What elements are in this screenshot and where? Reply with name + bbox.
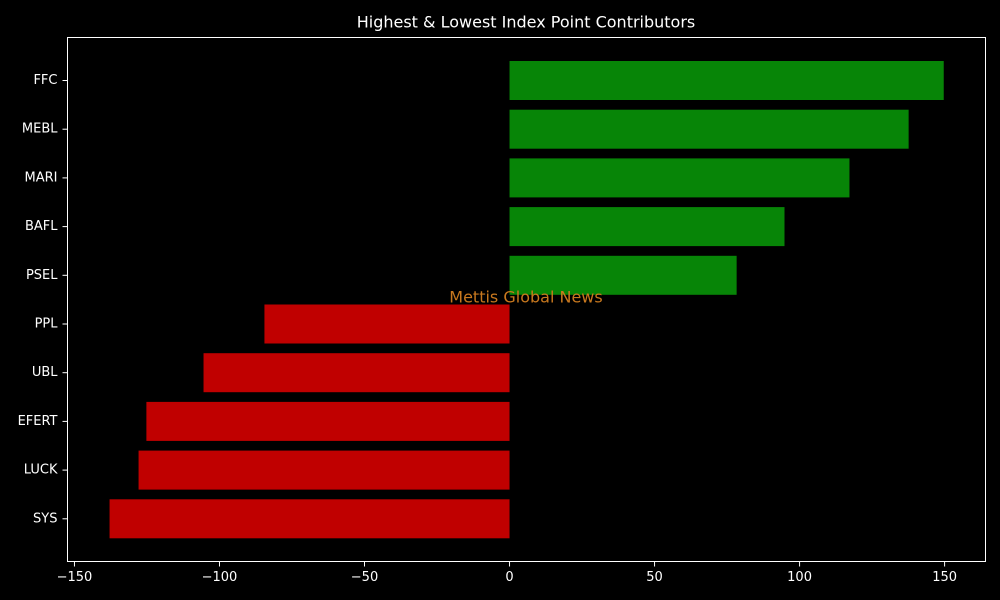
x-tick-label: 100: [787, 570, 812, 585]
y-tick-label: LUCK: [24, 463, 58, 478]
y-tick-label: BAFL: [25, 219, 58, 234]
bar: [509, 207, 785, 247]
y-tick-label: SYS: [33, 511, 57, 526]
x-tick-label: −150: [57, 570, 93, 585]
y-tick-label: PPL: [35, 317, 59, 332]
bar: [509, 255, 737, 295]
y-tick-label: PSEL: [26, 268, 58, 283]
x-tick-label: −50: [351, 570, 378, 585]
bar: [138, 450, 510, 490]
x-tick-label: 0: [505, 570, 513, 585]
x-tick-label: 150: [932, 570, 957, 585]
y-tick-label: MARI: [25, 170, 58, 185]
x-tick-label: 50: [646, 570, 663, 585]
y-tick-label: UBL: [32, 365, 58, 380]
bar: [109, 499, 510, 539]
y-tick-label: EFERT: [18, 414, 58, 429]
axes-frame: [67, 37, 986, 562]
bar: [264, 304, 510, 344]
y-tick-label: FFC: [33, 73, 57, 88]
bar: [203, 353, 510, 393]
plot-area: [109, 61, 944, 539]
bar: [509, 109, 909, 149]
x-tick-label: −100: [202, 570, 238, 585]
chart-title: Highest & Lowest Index Point Contributor…: [357, 13, 696, 32]
bar: [146, 401, 510, 441]
y-tick-label: MEBL: [22, 122, 58, 137]
bar: [509, 61, 944, 100]
bar: [509, 158, 850, 198]
watermark: Mettis Global News: [449, 288, 602, 307]
